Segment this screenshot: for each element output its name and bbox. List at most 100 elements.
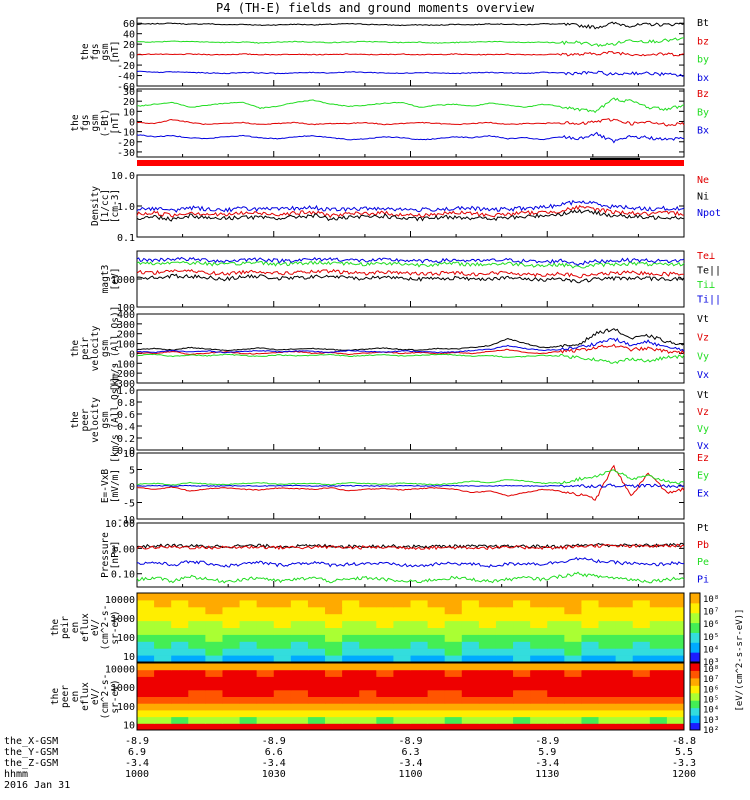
- heatmap-cell: [222, 703, 241, 711]
- heatmap-cell: [273, 696, 292, 704]
- heatmap-cell: [188, 663, 206, 671]
- heatmap-cell: [154, 663, 172, 671]
- heatmap-cell: [325, 709, 343, 718]
- heatmap-cell: [495, 613, 514, 622]
- heatmap-cell: [376, 676, 394, 684]
- heatmap-cell: [359, 599, 377, 608]
- panel-2: [136, 88, 685, 158]
- y-tick-label: 10000: [105, 665, 135, 676]
- heatmap-cell: [290, 703, 309, 711]
- y-axis-label: peir: [60, 616, 71, 639]
- heatmap-cell: [171, 716, 189, 724]
- y-axis-label: the: [50, 688, 61, 705]
- heatmap-cell: [461, 593, 480, 601]
- y-axis-label: (cm^2-s-: [100, 605, 111, 651]
- y-tick-label: 100: [117, 633, 135, 644]
- heatmap-cell: [171, 709, 189, 718]
- heatmap-cell: [325, 593, 343, 601]
- ephemeris-value: 1200: [672, 769, 696, 780]
- heatmap-cell: [598, 620, 617, 628]
- heatmap-cell: [188, 716, 206, 724]
- panel-8: [136, 522, 685, 588]
- panel-frame: [136, 313, 685, 384]
- heatmap-cell: [273, 676, 292, 684]
- heatmap-cell: [273, 599, 292, 608]
- y-tick-label: 0.1: [117, 233, 135, 244]
- heatmap-cell: [256, 627, 275, 635]
- heatmap-cell: [632, 723, 651, 731]
- heatmap-cell: [581, 676, 600, 684]
- heatmap-cell: [581, 655, 600, 663]
- heatmap-cell: [632, 613, 651, 622]
- heatmap-cell: [342, 634, 360, 642]
- heatmap-cell: [547, 709, 565, 718]
- heatmap-cell: [154, 709, 172, 718]
- heatmap-cell: [188, 648, 206, 656]
- heatmap-cell: [666, 709, 685, 718]
- y-tick-label: -20: [117, 138, 135, 149]
- y-axis-label: (cm^2-s-: [100, 674, 111, 720]
- heatmap-cell: [376, 716, 394, 724]
- heatmap-cell: [307, 716, 326, 724]
- heatmap-cell: [273, 606, 292, 615]
- heatmap-cell: [239, 669, 258, 677]
- heatmap-cell: [666, 655, 685, 663]
- heatmap-cell: [615, 683, 634, 691]
- legend-Pe: Pe: [697, 557, 709, 568]
- heatmap-cell: [581, 634, 600, 642]
- colorbar-frame: [689, 592, 701, 663]
- y-tick-label: 10: [123, 652, 135, 663]
- heatmap-cell: [649, 709, 668, 718]
- heatmap-cell: [444, 663, 463, 671]
- heatmap-cell: [530, 689, 548, 697]
- heatmap-cell: [273, 648, 292, 656]
- y-axis-label: Density: [90, 186, 101, 226]
- heatmap-cell: [342, 620, 360, 628]
- y-tick-label: 1.0: [117, 202, 135, 213]
- y-axis-label: magt3: [100, 265, 111, 294]
- series-line-Pe: [136, 571, 685, 584]
- heatmap-cell: [444, 683, 463, 691]
- heatmap-cell: [649, 641, 668, 649]
- legend-Bt: Bt: [697, 18, 709, 29]
- heatmap-cell: [188, 723, 206, 731]
- heatmap-cell: [410, 606, 429, 615]
- ephemeris-row-label: 2016 Jan 31: [4, 780, 70, 791]
- heatmap-cell: [478, 689, 497, 697]
- heatmap-cell: [342, 648, 360, 656]
- heatmap-cell: [444, 716, 463, 724]
- colorbar-swatch: [690, 593, 700, 604]
- heatmap-cell: [307, 599, 326, 608]
- heatmap-cell: [461, 696, 480, 704]
- heatmap-cell: [376, 703, 394, 711]
- heatmap-cell: [342, 696, 360, 704]
- heatmap-cell: [495, 689, 514, 697]
- heatmap-cell: [137, 599, 155, 608]
- heatmap-cell: [359, 689, 377, 697]
- heatmap-cell: [171, 620, 189, 628]
- heatmap-cell: [513, 613, 531, 622]
- heatmap-cell: [307, 613, 326, 622]
- y-axis-label: [km/s (All Qs)]: [110, 306, 121, 392]
- heatmap-cell: [376, 634, 394, 642]
- heatmap-cell: [615, 716, 634, 724]
- heatmap-cell: [342, 641, 360, 649]
- legend-By: By: [697, 107, 709, 118]
- series-line-Ti⊥: [136, 260, 685, 269]
- heatmap-cell: [444, 593, 463, 601]
- heatmap-cell: [307, 634, 326, 642]
- heatmap-cell: [325, 716, 343, 724]
- heatmap-cell: [478, 703, 497, 711]
- heatmap-cell: [513, 703, 531, 711]
- heatmap-cell: [222, 648, 241, 656]
- heatmap-cell: [342, 676, 360, 684]
- y-tick-label: -5: [123, 499, 135, 510]
- heatmap-cell: [256, 634, 275, 642]
- heatmap-cell: [154, 683, 172, 691]
- heatmap-cell: [393, 648, 411, 656]
- heatmap-cell: [171, 613, 189, 622]
- heatmap-cell: [581, 648, 600, 656]
- heatmap-cell: [547, 599, 565, 608]
- heatmap-cell: [478, 627, 497, 635]
- y-axis-label: the: [80, 43, 91, 60]
